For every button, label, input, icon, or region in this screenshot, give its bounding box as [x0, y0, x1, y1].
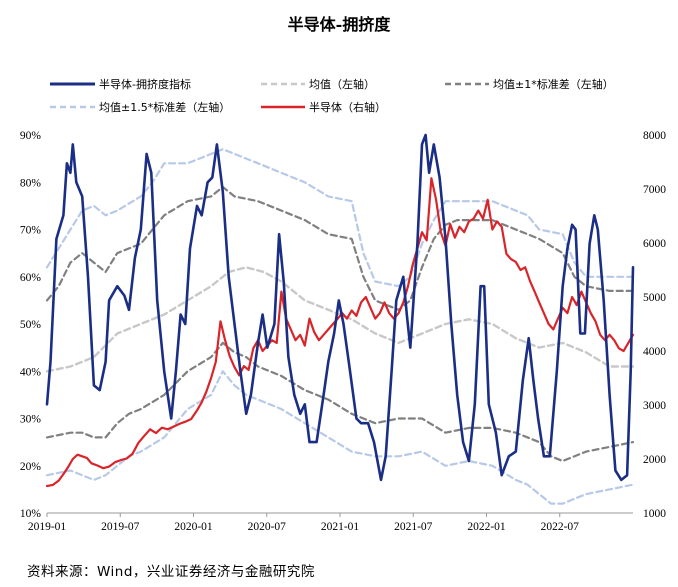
y-right-tick-label: 3000 [643, 400, 666, 412]
x-tick-label: 2021-01 [321, 521, 360, 533]
y-left-tick-label: 40% [20, 366, 42, 378]
y-right-ticks: 1000 2000 3000 4000 5000 6000 7000 8000 [643, 130, 666, 520]
x-tick-label: 2019-01 [28, 521, 67, 533]
y-left-tick-label: 20% [20, 461, 42, 473]
chart-title: 半导体-拥挤度 [288, 15, 392, 34]
x-tick-label: 2022-07 [541, 521, 580, 533]
series-band15-lower [45, 370, 635, 505]
x-tick-label: 2020-07 [248, 521, 287, 533]
y-right-tick-label: 6000 [643, 238, 666, 250]
x-tick-label: 2020-01 [174, 521, 213, 533]
y-right-tick-label: 1000 [643, 508, 666, 520]
x-ticks: 2019-01 2019-07 2020-01 2020-07 2021-01 2021-… [28, 513, 579, 533]
series-band1-upper [45, 185, 635, 311]
x-tick-label: 2021-07 [394, 521, 433, 533]
y-left-tick-label: 30% [20, 414, 42, 426]
y-left-tick-label: 10% [20, 508, 42, 520]
series-crowding-line [45, 133, 635, 482]
legend: 半导体-拥挤度指标 均值（左轴） 均值±1*标准差（左轴） 均值±1.5*标准差… [50, 77, 614, 114]
legend-label-mean: 均值（左轴） [309, 77, 375, 91]
legend-item-mean: 均值（左轴） [261, 77, 375, 91]
y-right-tick-label: 5000 [643, 292, 666, 304]
y-left-tick-label: 70% [20, 225, 42, 237]
y-left-tick-label: 60% [20, 272, 42, 284]
legend-item-semi: 半导体（右轴） [261, 100, 386, 114]
legend-item-band15: 均值±1.5*标准差（左轴） [50, 100, 230, 114]
y-left-tick-label: 50% [20, 319, 42, 331]
series-layer [45, 133, 635, 505]
legend-label-semi: 半导体（右轴） [309, 100, 386, 114]
x-tick-label: 2022-01 [467, 521, 506, 533]
source-note: 资料来源：Wind，兴业证券经济与金融研究院 [27, 564, 315, 580]
y-left-tick-label: 80% [20, 177, 42, 189]
legend-item-band1: 均值±1*标准差（左轴） [445, 77, 614, 91]
series-mean-line [45, 266, 635, 373]
x-tick-label: 2019-07 [101, 521, 140, 533]
series-semi-line [45, 177, 635, 488]
legend-label-band15: 均值±1.5*标准差（左轴） [99, 100, 230, 114]
y-left-tick-label: 90% [20, 130, 42, 142]
legend-label-crowding: 半导体-拥挤度指标 [99, 77, 191, 91]
y-right-tick-label: 4000 [643, 346, 666, 358]
legend-label-band1: 均值±1*标准差（左轴） [493, 77, 614, 91]
legend-item-crowding: 半导体-拥挤度指标 [50, 77, 191, 91]
series-band15-upper [45, 148, 635, 288]
y-right-tick-label: 7000 [643, 184, 666, 196]
y-right-tick-label: 2000 [643, 454, 666, 466]
y-left-ticks: 10% 20% 30% 40% 50% 60% 70% 80% 90% [20, 130, 42, 520]
y-right-tick-label: 8000 [643, 130, 666, 142]
